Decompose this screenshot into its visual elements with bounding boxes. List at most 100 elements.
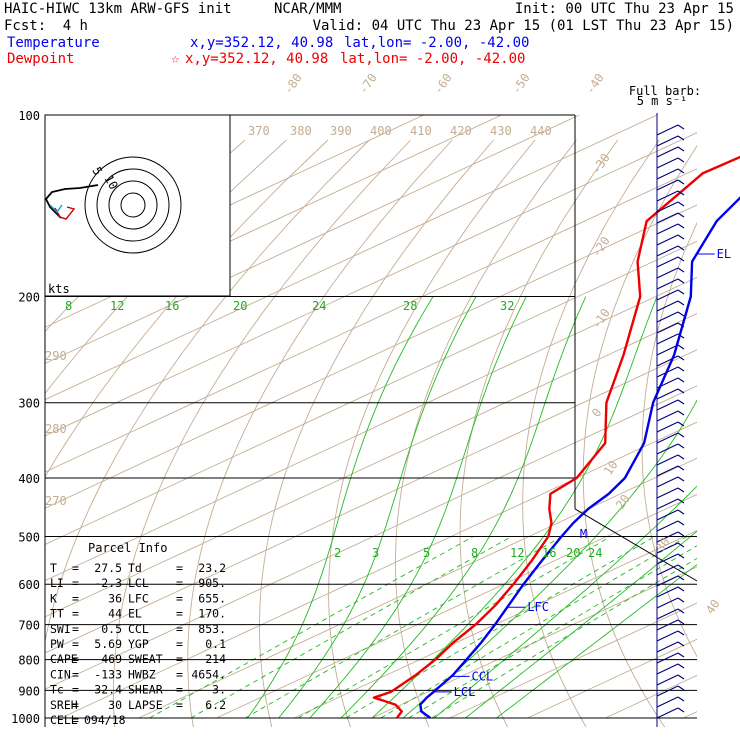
isotherm-label: 40 [703, 597, 723, 617]
wind-barb [656, 355, 679, 367]
wind-barb-feather [677, 201, 685, 207]
wind-barb [656, 278, 679, 290]
wind-barb [656, 179, 679, 191]
parcel-eq: = [72, 622, 79, 636]
org-label: NCAR/MMM [274, 1, 341, 17]
hodograph-trace-surface [49, 204, 63, 214]
parcel-key: Td [128, 561, 142, 575]
mixing-ratio-label: 2 [334, 546, 341, 560]
wind-barb-feather [677, 542, 685, 548]
parcel-key: SWI [50, 622, 71, 636]
wind-barb-feather [677, 443, 685, 449]
parcel-key: CAPE [50, 652, 78, 666]
mixing-ratio-label: 24 [588, 546, 602, 560]
parcel-eq: = [72, 652, 79, 666]
parcel-value: 44 [108, 607, 122, 621]
wind-barb-feather [677, 278, 685, 284]
isotherm-line [45, 115, 580, 364]
wind-barb-feather [677, 663, 685, 669]
isotherm-label: 10 [601, 458, 621, 478]
wind-barb-feather [677, 146, 685, 152]
mixing-ratio-line [245, 537, 563, 719]
mixing-ratio-line [149, 537, 474, 719]
parcel-value: 0.1 [205, 637, 226, 651]
wind-barb-feather [677, 179, 685, 185]
level-label-lfc: LFC [527, 600, 549, 614]
mixing-ratio-line [297, 537, 611, 719]
theta-label: 380 [290, 124, 312, 138]
wind-barb-feather [677, 487, 685, 493]
parcel-key: Tc [50, 683, 64, 697]
theta-label: 390 [330, 124, 352, 138]
isotherm-line [45, 132, 697, 437]
moist-adiabat-label: 12 [110, 299, 124, 313]
isotherm-line [45, 276, 697, 582]
parcel-key: CIN [50, 667, 71, 681]
isotherm-label: -80 [281, 71, 305, 97]
parcel-key: PW [50, 637, 64, 651]
legend-dewpoint: Dewpoint [7, 51, 74, 67]
wind-barb [656, 586, 679, 598]
wind-barb [656, 311, 679, 323]
level-label-m: M [580, 527, 587, 541]
hodograph-ring [84, 156, 182, 254]
wind-barb-feather [677, 520, 685, 526]
wind-barb [656, 124, 679, 136]
isotherm-line [45, 313, 697, 618]
wind-barb [656, 509, 679, 521]
pressure-tick-label: 400 [18, 472, 40, 486]
isotherm-line [527, 638, 697, 719]
parcel-key: TT [50, 607, 64, 621]
parcel-key: K [50, 591, 57, 605]
mixing-ratio-line [431, 557, 697, 719]
wind-barb-feather [677, 366, 685, 372]
isotherm-label: -40 [583, 71, 607, 97]
hodograph-ring [96, 168, 170, 242]
wind-barb [656, 696, 679, 708]
parcel-value: 094/18 [84, 713, 126, 727]
parcel-key: YGP [128, 637, 149, 651]
isotherm-line [138, 457, 697, 719]
wind-barb-feather [677, 234, 685, 240]
wind-barb [656, 377, 679, 389]
wind-barb [656, 454, 679, 466]
mixing-ratio-label: 16 [542, 546, 556, 560]
wind-barb [656, 135, 679, 147]
pressure-tick-label: 600 [18, 578, 40, 592]
wind-barb-feather [677, 212, 685, 218]
wind-barb [656, 333, 679, 345]
pressure-tick-label: 1000 [11, 712, 40, 726]
wind-barb-feather [677, 630, 685, 636]
wind-barb [656, 531, 679, 543]
parcel-key: SHEAR [128, 683, 163, 697]
wind-barb [656, 487, 679, 499]
isotherm-line [449, 602, 697, 719]
wind-barb-feather [677, 531, 685, 537]
wind-barb-feather [677, 289, 685, 295]
wind-barb [656, 619, 679, 631]
parcel-key: LCL [128, 576, 149, 590]
wind-barb [656, 553, 679, 565]
parcel-key: LI [50, 576, 64, 590]
mixing-ratio-line [380, 537, 688, 719]
isotherm-label: 0 [589, 406, 605, 420]
wind-barb-feather [677, 454, 685, 460]
mixing-ratio-label: 5 [423, 546, 430, 560]
theta-label: 370 [248, 124, 270, 138]
wind-barb-feather [677, 124, 685, 130]
hodograph-ring [108, 180, 158, 230]
wind-barb [656, 223, 679, 235]
wind-barb [656, 201, 679, 213]
wind-barb [656, 344, 679, 356]
moist-adiabat-label: 28 [403, 299, 417, 313]
parcel-value: 4654. [191, 667, 226, 681]
wind-barb [656, 234, 679, 246]
isotherm-line [60, 421, 697, 719]
parcel-eq: = [72, 698, 79, 712]
hodograph-ring [120, 192, 146, 218]
wind-barb [656, 289, 679, 301]
isotherm-label: -10 [589, 306, 613, 332]
mixing-ratio-line [190, 537, 512, 719]
mixing-ratio-label: 8 [471, 546, 478, 560]
